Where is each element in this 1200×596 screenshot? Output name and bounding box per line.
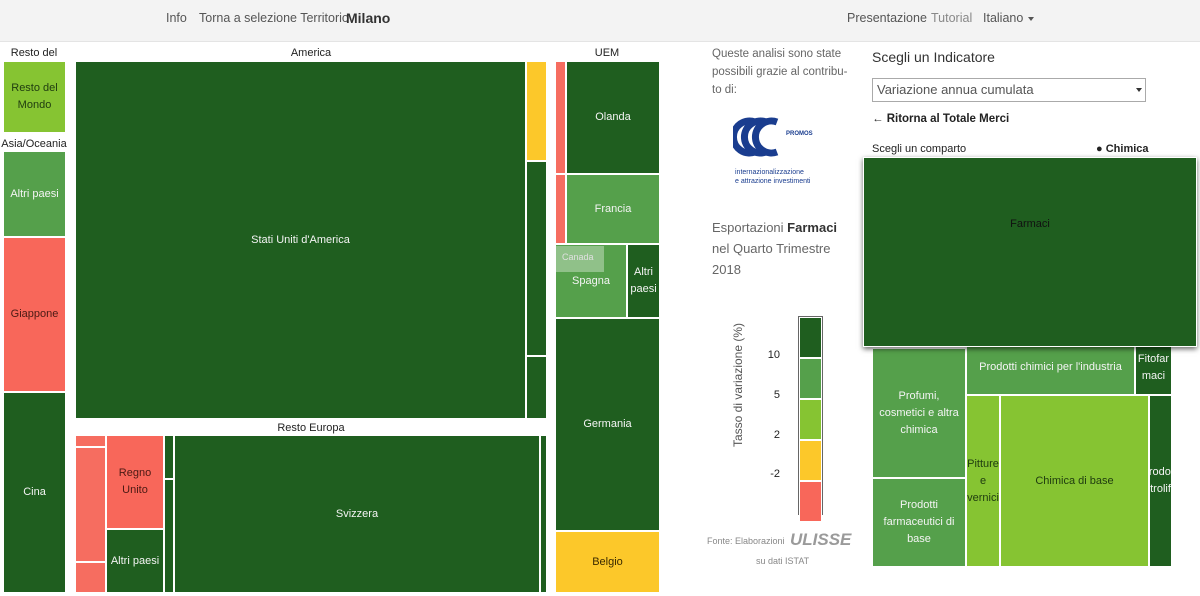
cell-japan[interactable]: Giappone	[3, 237, 66, 392]
sector-cell-farmaceutici[interactable]: Prodotti farmaceutici di base	[872, 478, 966, 567]
legend-band-1	[799, 317, 822, 358]
sector-cell-petroliferi[interactable]: Prodotti petroliferi	[1149, 395, 1172, 567]
arrow-left-icon: ←	[872, 113, 887, 125]
nav-city-title[interactable]: Milano	[346, 10, 391, 26]
region-title-rest-europe: Resto Europa	[277, 422, 345, 434]
cell-germany[interactable]: Germania	[555, 318, 660, 531]
title-product: Farmaci	[787, 220, 838, 235]
cell-china[interactable]: Cina	[3, 392, 66, 593]
top-navbar	[0, 0, 1200, 42]
language-label: Italiano	[983, 11, 1024, 25]
source-prefix: Fonte: Elaborazioni	[707, 536, 785, 546]
select-arrow-icon	[1136, 88, 1142, 92]
cell-france[interactable]: Francia	[566, 174, 660, 244]
legend-band-2	[799, 358, 822, 399]
legend-band-4	[799, 440, 822, 481]
promos-logo-icon	[730, 117, 779, 157]
cell-uem-other[interactable]: Altri paesi	[627, 244, 660, 318]
legend-tick-10: 10	[767, 349, 780, 361]
promos-tagline-1: internazionalizzazione	[735, 169, 804, 176]
color-legend	[798, 316, 823, 522]
nav-language-dropdown[interactable]: Italiano	[983, 11, 1035, 25]
back-link-label: Ritorna al Totale Merci	[886, 113, 1010, 125]
legend-axis-label: Tasso di variazione (%)	[731, 322, 745, 448]
title-prefix: Esportazioni	[712, 220, 784, 235]
title-suffix: nel Quarto Trimestre 2018	[712, 241, 831, 277]
sector-label: Scegli un comparto	[872, 143, 967, 155]
nav-info-link[interactable]: Info	[166, 11, 187, 25]
cell-europe-small-2[interactable]	[75, 447, 106, 562]
sector-cell-pitture[interactable]: Pitture e vernici	[966, 395, 1000, 567]
region-title-asia: Asia/Oceania	[1, 138, 67, 150]
cell-america-small-3[interactable]	[526, 356, 547, 419]
nav-back-link[interactable]: Torna a selezione Territorio	[199, 11, 349, 25]
legend-band-3	[799, 399, 822, 440]
cell-uem-small-2[interactable]	[555, 174, 566, 244]
source-suffix: su dati ISTAT	[756, 556, 810, 566]
cell-europe-small-6[interactable]	[540, 435, 547, 593]
sector-cell-farmaci-selected[interactable]: Farmaci	[863, 157, 1197, 347]
region-title-rest-world: Resto del	[10, 47, 58, 59]
legend-tick-5: 5	[773, 389, 780, 401]
cell-rest-world[interactable]: Resto del Mondo	[3, 61, 66, 133]
indicator-select[interactable]: Variazione annua cumulata	[872, 78, 1146, 102]
chevron-down-icon	[1028, 16, 1035, 21]
cell-asia-other[interactable]: Altri paesi	[3, 151, 66, 237]
indicator-title: Scegli un Indicatore	[872, 49, 995, 65]
indicator-select-value: Variazione annua cumulata	[877, 82, 1034, 97]
promos-logo-label: PROMOS	[786, 131, 813, 137]
cell-belgium[interactable]: Belgio	[555, 531, 660, 593]
cell-europe-small-1[interactable]	[75, 435, 106, 447]
back-to-total-link[interactable]: ← Ritorna al Totale Merci	[872, 113, 1009, 125]
promos-tagline-2: e attrazione investimenti	[735, 178, 811, 185]
cell-switzerland[interactable]: Svizzera	[174, 435, 540, 593]
export-chart-title: Esportazioni Farmaci nel Quarto Trimestr…	[712, 217, 852, 280]
cell-uk[interactable]: Regno Unito	[106, 435, 164, 529]
region-title-uem: UEM	[594, 47, 620, 59]
nav-tutorial-link[interactable]: Tutorial	[931, 11, 973, 25]
cell-spain[interactable]: Spagna	[555, 244, 627, 318]
sector-cell-industria[interactable]: Prodotti chimici per l'industria	[966, 340, 1135, 395]
cell-europe-small-3[interactable]	[75, 562, 106, 593]
sector-current-label: Chimica	[1105, 143, 1149, 155]
cell-europe-small-5[interactable]	[164, 479, 174, 593]
promos-logo	[730, 116, 833, 188]
legend-band-5	[799, 481, 822, 522]
tooltip-canada: Canada	[556, 246, 604, 272]
legend-tick-minus2: -2	[770, 468, 780, 480]
cell-america-small-1[interactable]	[526, 61, 547, 161]
cell-europe-small-4[interactable]	[164, 435, 174, 479]
region-title-america: America	[290, 47, 332, 59]
sector-cell-fitofarmaci[interactable]: Fitofar maci	[1135, 340, 1172, 395]
nav-presentation-link[interactable]: Presentazione	[847, 11, 927, 25]
sector-cell-chimica-base[interactable]: Chimica di base	[1000, 395, 1149, 567]
credits-text: Queste analisi sono state possibili graz…	[712, 48, 848, 96]
cell-america-small-2[interactable]	[526, 161, 547, 356]
legend-tick-2: 2	[773, 429, 780, 441]
cell-europe-other[interactable]: Altri paesi	[106, 529, 164, 593]
cell-netherlands[interactable]: Olanda	[566, 61, 660, 174]
sector-cell-profumi[interactable]: Profumi, cosmetici e altra chimica	[872, 348, 966, 478]
ulisse-logo: ULISSE	[790, 530, 852, 549]
cell-usa[interactable]: Stati Uniti d'America	[75, 61, 526, 419]
cell-uem-small-1[interactable]	[555, 61, 566, 174]
sector-current: ● Chimica	[1096, 143, 1149, 155]
map-marker-icon: ●	[1096, 143, 1103, 155]
